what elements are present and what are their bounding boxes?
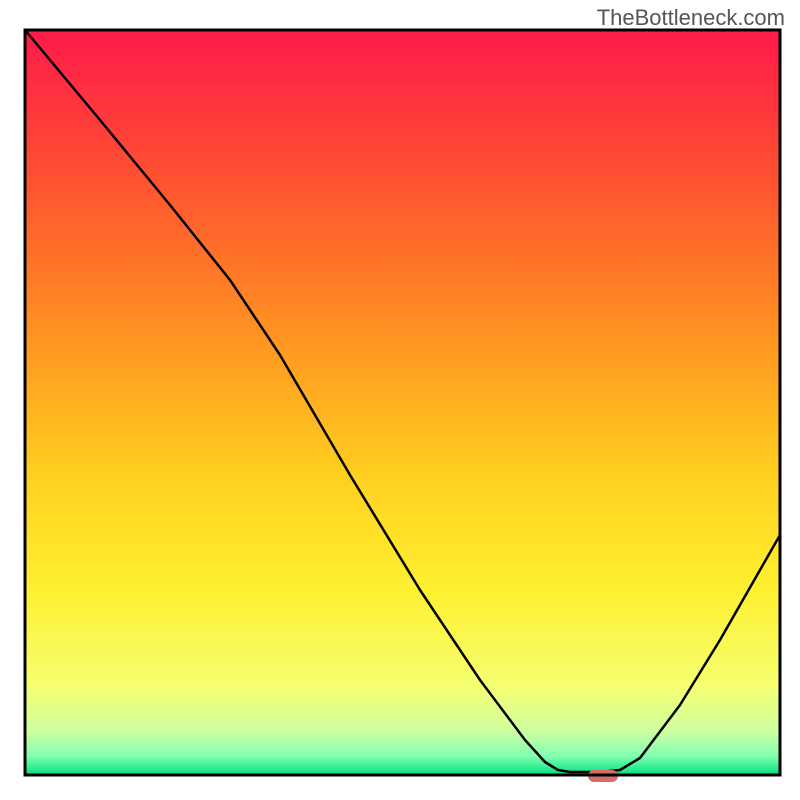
bottleneck-chart bbox=[0, 0, 800, 800]
watermark-text: TheBottleneck.com bbox=[597, 5, 785, 31]
chart-svg bbox=[0, 0, 800, 800]
gradient-background bbox=[25, 30, 780, 775]
